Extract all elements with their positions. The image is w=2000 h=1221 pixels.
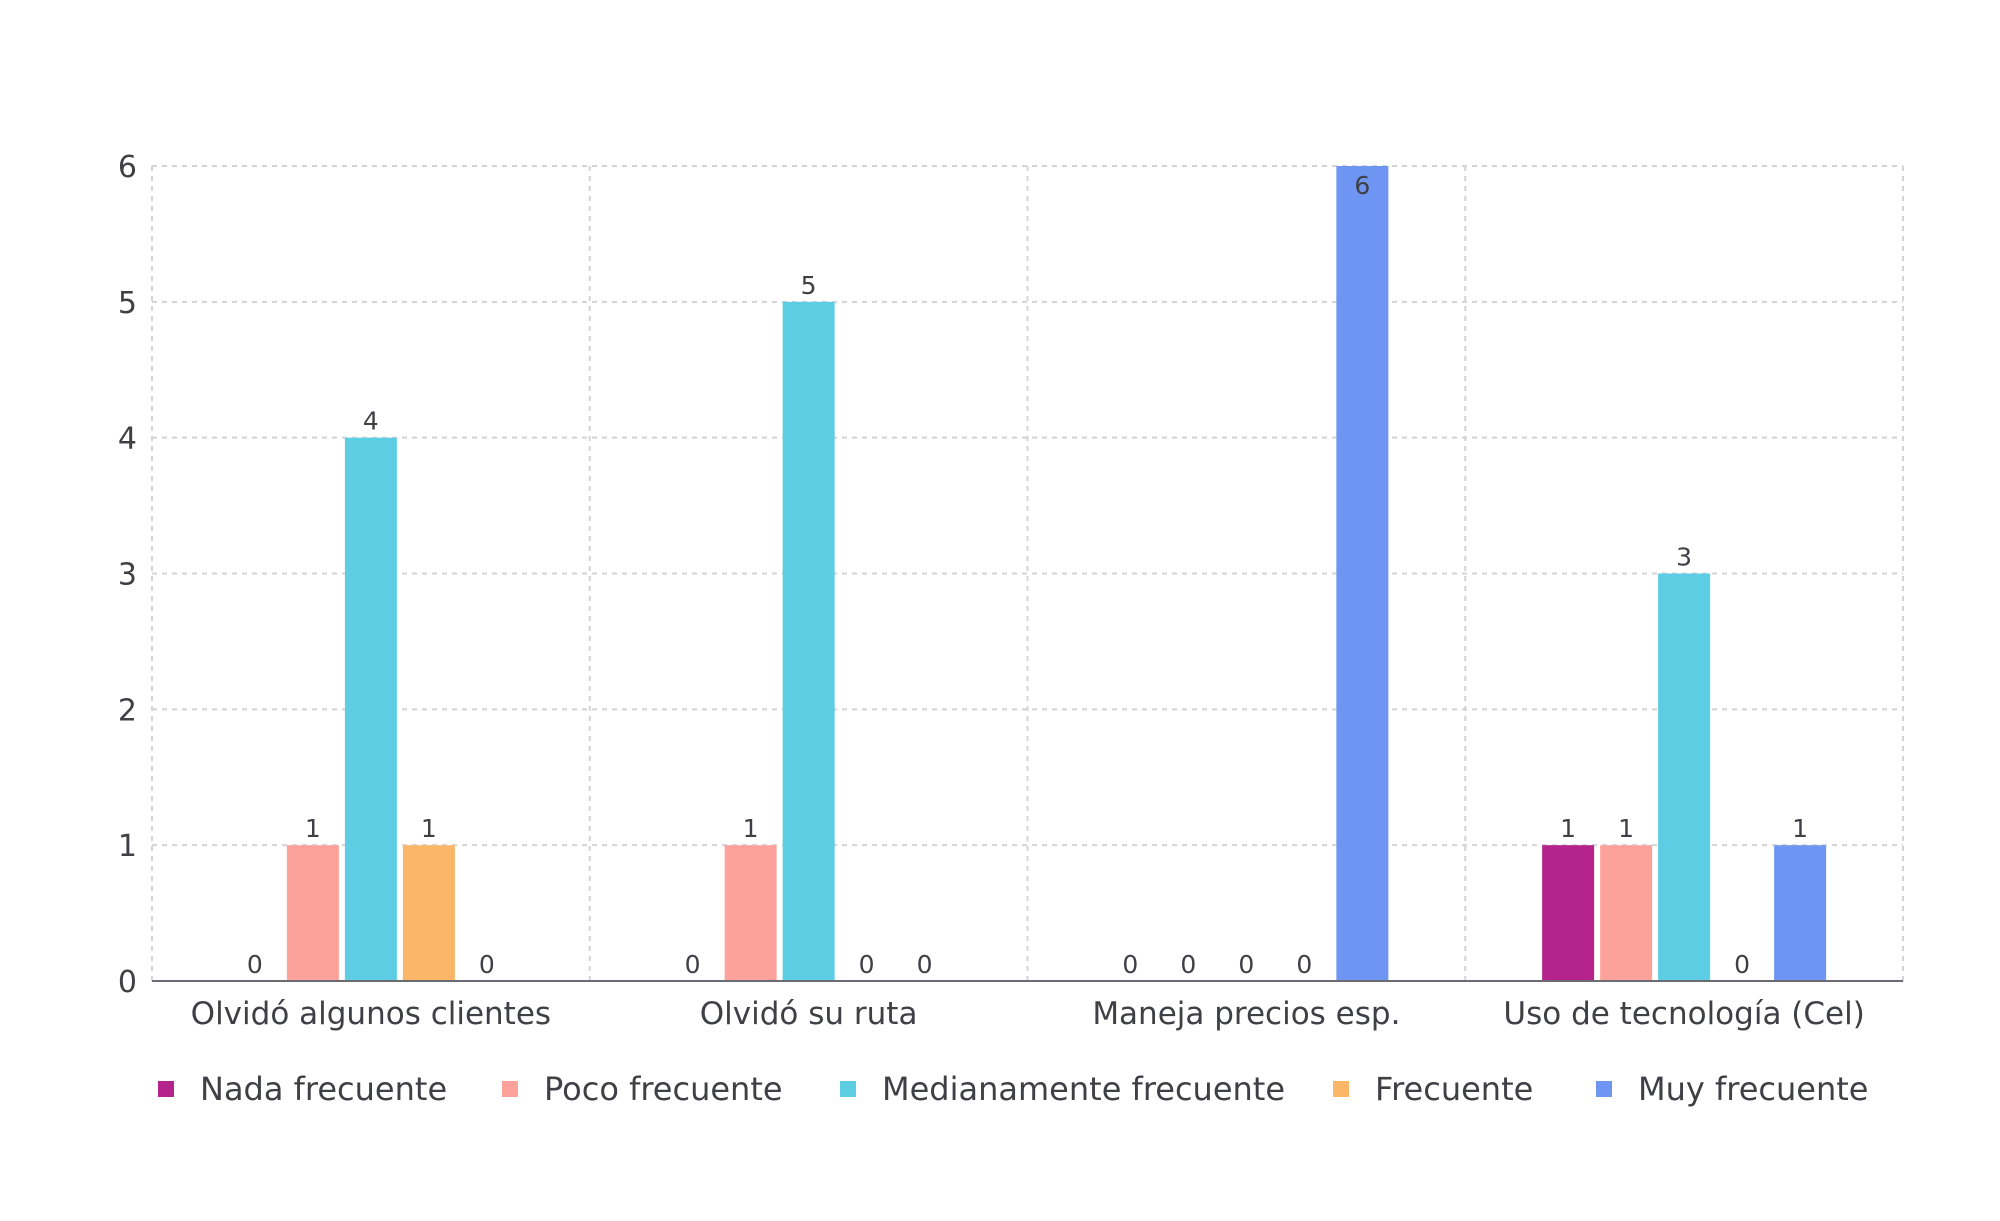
data-label: 1 xyxy=(1560,814,1576,843)
y-tick-label: 1 xyxy=(118,829,137,864)
legend-item: Muy frecuente xyxy=(1596,1070,1868,1108)
bar xyxy=(286,845,339,981)
x-axis-category-labels: Olvidó algunos clientes Olvidó su ruta Man… xyxy=(191,996,1865,1032)
data-label: 1 xyxy=(421,814,437,843)
y-tick-label: 6 xyxy=(118,150,137,185)
data-labels: 0 1 4 1 0 0 1 5 0 0 0 0 0 0 6 1 1 3 0 1 xyxy=(247,171,1808,979)
legend-swatch xyxy=(502,1081,518,1097)
data-label: 1 xyxy=(1792,814,1808,843)
data-label: 0 xyxy=(1296,950,1312,979)
legend-item: Nada frecuente xyxy=(158,1070,447,1108)
x-category-label: Uso de tecnología (Cel) xyxy=(1503,996,1864,1032)
y-tick-label: 0 xyxy=(118,965,137,1000)
bar xyxy=(1774,845,1827,981)
data-label: 0 xyxy=(247,950,263,979)
bar xyxy=(1658,573,1711,981)
y-tick-label: 4 xyxy=(118,422,137,457)
legend-item: Medianamente frecuente xyxy=(840,1070,1285,1108)
bar xyxy=(1600,845,1653,981)
x-category-label: Maneja precios esp. xyxy=(1092,996,1400,1032)
data-label: 0 xyxy=(1238,950,1254,979)
legend-label: Frecuente xyxy=(1375,1070,1533,1108)
legend-label: Nada frecuente xyxy=(200,1070,447,1108)
legend-item: Frecuente xyxy=(1333,1070,1533,1108)
bar xyxy=(782,301,835,981)
data-label: 0 xyxy=(1734,950,1750,979)
y-tick-label: 2 xyxy=(118,693,137,728)
legend-swatch xyxy=(1333,1081,1349,1097)
legend-label: Poco frecuente xyxy=(544,1070,783,1108)
data-label: 6 xyxy=(1354,171,1370,200)
data-label: 4 xyxy=(363,407,379,436)
data-label: 1 xyxy=(743,814,759,843)
data-label: 0 xyxy=(917,950,933,979)
legend-swatch xyxy=(1596,1081,1612,1097)
data-label: 1 xyxy=(305,814,321,843)
x-category-label: Olvidó su ruta xyxy=(700,996,918,1032)
data-label: 0 xyxy=(685,950,701,979)
data-label: 5 xyxy=(801,271,817,300)
legend: Nada frecuente Poco frecuente Medianamente… xyxy=(158,1070,1868,1108)
x-category-label: Olvidó algunos clientes xyxy=(191,996,551,1032)
data-label: 0 xyxy=(859,950,875,979)
bar xyxy=(1336,166,1389,981)
legend-label: Muy frecuente xyxy=(1638,1070,1868,1108)
y-tick-label: 5 xyxy=(118,286,137,321)
y-tick-label: 3 xyxy=(118,558,137,593)
legend-swatch xyxy=(158,1081,174,1097)
data-label: 1 xyxy=(1618,814,1634,843)
bar xyxy=(402,845,455,981)
bars xyxy=(286,166,1827,982)
data-label: 3 xyxy=(1676,543,1692,572)
legend-swatch xyxy=(840,1081,856,1097)
legend-item: Poco frecuente xyxy=(502,1070,783,1108)
data-label: 0 xyxy=(1180,950,1196,979)
y-axis-ticks: 0 1 2 3 4 5 6 xyxy=(118,150,137,1000)
bar xyxy=(344,437,397,982)
data-label: 0 xyxy=(1122,950,1138,979)
bar xyxy=(1542,845,1595,981)
bar xyxy=(724,845,777,981)
legend-label: Medianamente frecuente xyxy=(882,1070,1285,1108)
data-label: 0 xyxy=(479,950,495,979)
